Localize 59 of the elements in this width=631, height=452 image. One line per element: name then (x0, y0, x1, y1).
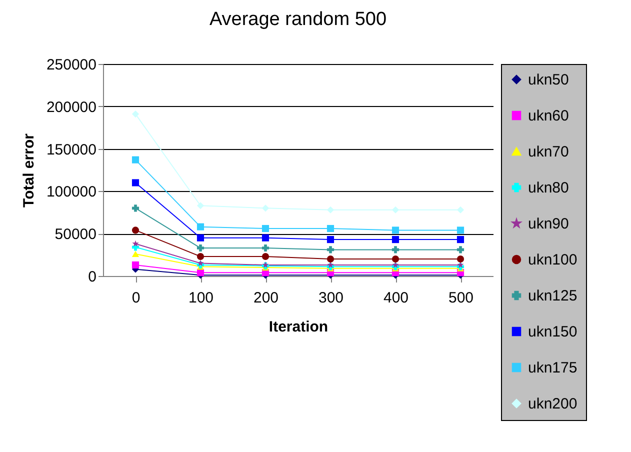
legend-label: ukn60 (528, 108, 569, 124)
x-tick-label: 400 (383, 290, 409, 306)
point (326, 224, 334, 232)
point (196, 234, 204, 242)
point (326, 236, 334, 244)
point (262, 252, 270, 260)
y-tick-label: 50000 (54, 226, 96, 244)
point (392, 226, 400, 234)
point (326, 246, 334, 254)
y-tick-label: 0 (88, 268, 96, 286)
y-tick-label: 100000 (46, 184, 96, 201)
legend-label: ukn100 (528, 252, 578, 268)
point (392, 256, 400, 263)
point (132, 250, 140, 258)
y-axis-title: Total error (20, 133, 38, 208)
y-tick-label: 250000 (46, 56, 96, 74)
point (262, 244, 270, 252)
legend-label: ukn80 (528, 180, 569, 196)
point (196, 269, 204, 276)
chart-title: Average random 500 (209, 9, 387, 30)
point (132, 110, 140, 118)
legend-label: ukn150 (528, 324, 578, 340)
point (132, 179, 140, 186)
point (196, 244, 204, 252)
point (392, 236, 400, 244)
point (196, 223, 204, 230)
point (262, 204, 270, 212)
point (262, 224, 270, 232)
x-tick-label: 200 (253, 290, 279, 306)
point (392, 246, 400, 254)
point (262, 234, 270, 242)
y-tick-label: 200000 (46, 98, 96, 116)
point (196, 252, 204, 260)
x-axis-title: Iteration (268, 318, 328, 336)
point (456, 256, 464, 263)
legend-label: ukn90 (528, 216, 569, 232)
x-tick-label: 300 (318, 290, 344, 306)
legend-label: ukn200 (528, 396, 578, 412)
point (132, 204, 140, 212)
x-tick-label: 100 (188, 290, 214, 306)
point (456, 236, 464, 244)
point (326, 256, 334, 263)
point (456, 226, 464, 234)
x-tick-label: 500 (448, 290, 474, 306)
legend-label: ukn175 (528, 360, 578, 376)
point (132, 261, 140, 269)
point (392, 206, 400, 214)
point (456, 206, 464, 214)
legend-label: ukn125 (528, 288, 578, 304)
point (196, 202, 204, 210)
point (326, 206, 334, 214)
y-tick-label: 150000 (46, 141, 96, 158)
legend-label: ukn70 (528, 144, 569, 160)
x-tick-label: 0 (132, 290, 140, 306)
point (132, 226, 140, 234)
legend-label: ukn50 (528, 72, 569, 88)
point (132, 240, 139, 247)
point (132, 156, 140, 164)
point (456, 246, 464, 254)
